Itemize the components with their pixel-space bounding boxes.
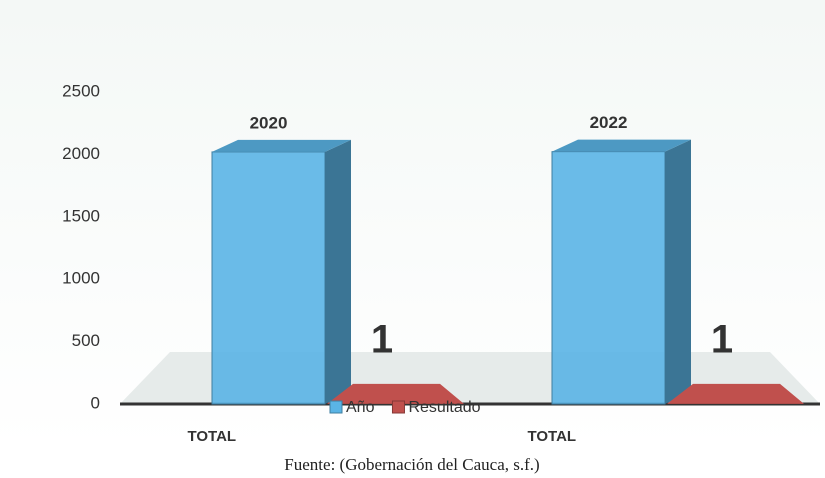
- legend-label: Resultado: [408, 399, 480, 416]
- bar-top: [552, 139, 691, 152]
- legend-swatch: [391, 400, 405, 414]
- legend-label: Año: [346, 399, 375, 416]
- y-tick-label: 1500: [62, 206, 100, 225]
- data-label: 1: [371, 317, 393, 361]
- bar-side: [665, 139, 691, 404]
- data-label: 2022: [590, 113, 628, 132]
- y-tick-label: 2500: [62, 81, 100, 100]
- data-label: 1: [711, 317, 733, 361]
- y-tick-label: 1000: [62, 269, 100, 288]
- y-tick-label: 0: [91, 393, 100, 412]
- bar-top: [327, 383, 464, 404]
- x-tick-label: TOTAL: [527, 428, 576, 445]
- bar-side: [325, 139, 351, 405]
- data-label: 2020: [250, 113, 288, 132]
- bar-front: [551, 151, 666, 405]
- caption: Fuente: (Gobernación del Cauca, s.f.): [284, 455, 539, 474]
- bar-top: [667, 383, 804, 404]
- bar-top: [212, 139, 351, 152]
- y-tick-label: 2000: [62, 144, 100, 163]
- x-tick-label: TOTAL: [187, 428, 236, 445]
- y-tick-label: 500: [72, 331, 100, 350]
- bar-front: [211, 151, 326, 405]
- legend-swatch: [329, 400, 343, 414]
